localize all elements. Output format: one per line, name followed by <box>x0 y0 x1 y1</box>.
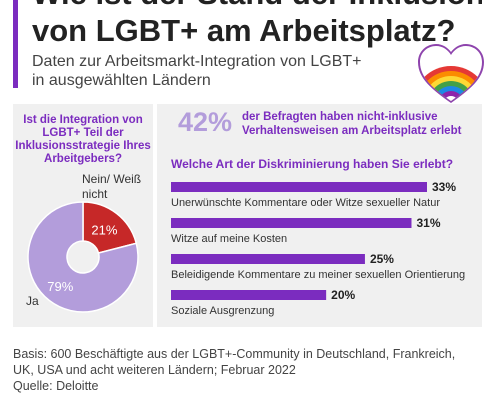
rainbow-heart-icon <box>418 44 484 103</box>
pie-chart-title: Ist die Integration von LGBT+ Teil der I… <box>15 114 151 165</box>
pie-legend-ja: Ja <box>26 294 39 308</box>
bar-category-label-0: Unerwünschte Kommentare oder Witze sexue… <box>171 197 440 209</box>
footer-source: Quelle: Deloitte <box>13 379 99 393</box>
pie-slice-0 <box>82 201 138 254</box>
bar-value-label-3: 20% <box>331 288 355 302</box>
footer: Basis: 600 Beschäftigte aus der LGBT+-Co… <box>13 346 483 394</box>
bar-1 <box>171 218 412 228</box>
pie-chart: 21% 79% <box>27 201 139 313</box>
bar-category-label-3: Soziale Ausgrenzung <box>171 305 274 317</box>
bar-category-label-2: Beleidigende Kommentare zu meiner sexuel… <box>171 269 465 281</box>
bar-chart-title: Welche Art der Diskriminierung haben Sie… <box>171 157 454 171</box>
pie-slice-1 <box>27 201 139 313</box>
pie-slice-label-1: 79% <box>47 279 73 294</box>
bar-value-label-1: 31% <box>416 216 440 230</box>
bar-category-label-1: Witze auf meine Kosten <box>171 233 287 245</box>
page-title: Wie ist der Stand der Inklusion von LGBT… <box>32 0 482 48</box>
page-subtitle: Daten zur Arbeitsmarkt-Integration von L… <box>32 53 362 89</box>
bar-value-label-2: 25% <box>370 252 394 266</box>
footer-basis-line2: UK, USA und acht weiteren Ländern; Febru… <box>13 363 296 377</box>
stat-value: 42% <box>178 107 233 137</box>
bar-2 <box>171 254 365 264</box>
accent-bar <box>13 0 18 88</box>
bar-panel <box>157 104 482 327</box>
stat-text: der Befragten haben nicht-inklusive Verh… <box>242 111 462 137</box>
footer-basis-line1: Basis: 600 Beschäftigte aus der LGBT+-Co… <box>13 347 456 361</box>
bar-value-label-0: 33% <box>432 180 456 194</box>
pie-slice-label-0: 21% <box>91 222 117 237</box>
bar-0 <box>171 182 427 192</box>
bar-chart: 33% Unerwünschte Kommentare oder Witze se… <box>171 180 465 317</box>
pie-legend-nein: Nein/ Weiß nicht <box>82 172 142 201</box>
bar-3 <box>171 290 327 300</box>
